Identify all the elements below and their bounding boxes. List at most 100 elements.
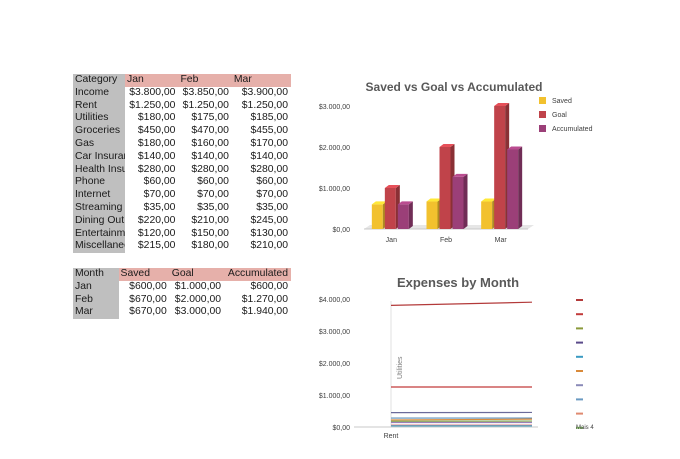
row-label-cell[interactable]: Miscellaneous [73,240,125,254]
column-header[interactable]: Month [73,268,119,281]
value-cell[interactable]: $160,00 [191,137,229,149]
value-cell[interactable]: $1.250,00 [129,99,176,111]
row-label-cell[interactable]: Internet [73,189,125,202]
bar [507,149,519,229]
value-cell[interactable]: $180,00 [137,112,176,124]
value-cell[interactable]: $140,00 [137,150,176,162]
value-cell[interactable]: $215,00 [137,240,176,252]
value-cell[interactable]: $1.000,00 [174,280,222,292]
value-cell[interactable]: $3.900,00 [241,86,288,98]
legend-swatch [539,97,546,104]
table-row: Car Insurance $140,00 $140,00 $140,00 [73,150,291,164]
row-label-cell[interactable]: Gas [73,137,125,151]
column-header[interactable]: Saved [118,268,170,281]
value-cell[interactable]: $60,00 [143,176,176,188]
value-cell[interactable]: $180,00 [191,240,229,252]
x-tick-label: Rent [384,433,399,440]
column-header[interactable]: Goal [169,268,225,281]
row-label-cell[interactable]: Jan [73,280,119,294]
value-cell[interactable]: $175,00 [191,112,229,124]
y-tick-label: $1.000,00 [319,186,350,193]
table-row: Jan $600,00 $1.000,00 $600,00 [73,280,291,294]
y-tick-label: $0,00 [332,425,350,432]
bar-top [397,201,413,205]
row-label-cell[interactable]: Groceries [73,125,125,138]
row-label-cell[interactable]: Feb [73,293,119,307]
bar-top [371,201,387,205]
row-label-cell[interactable]: Utilities [73,112,125,126]
value-cell[interactable]: $60,00 [197,176,229,188]
value-cell[interactable]: $70,00 [256,189,288,201]
row-label-cell[interactable]: Entertainment [73,227,125,241]
value-cell[interactable]: $170,00 [250,137,288,149]
value-cell[interactable]: $1.250,00 [182,99,229,111]
rotated-series-label: Utilities [397,356,404,379]
table-header-row: Month Saved Goal Accumulated [73,268,291,281]
bar-top [426,198,442,202]
value-cell[interactable]: $140,00 [250,150,288,162]
bar [439,147,451,229]
value-cell[interactable]: $140,00 [191,150,229,162]
value-cell[interactable]: $35,00 [256,201,288,213]
value-cell[interactable]: $2.000,00 [174,293,222,305]
value-cell[interactable]: $3.000,00 [174,306,222,318]
value-cell[interactable]: $670,00 [129,293,167,305]
bar [371,204,383,229]
chart-title: Saved vs Goal vs Accumulated [366,80,543,94]
y-tick-label: $3.000,00 [319,329,350,336]
value-cell[interactable]: $3.850,00 [182,86,229,98]
row-label-cell[interactable]: Health Insurance [73,163,125,177]
bar [384,188,396,229]
value-cell[interactable]: $130,00 [250,227,288,239]
value-cell[interactable]: $470,00 [191,125,229,137]
column-header[interactable]: Feb [178,74,232,87]
row-label-cell[interactable]: Phone [73,176,125,190]
value-cell[interactable]: $60,00 [256,176,288,188]
value-cell[interactable]: $455,00 [250,125,288,137]
value-cell[interactable]: $180,00 [137,137,176,149]
column-header[interactable]: Accumulated [224,268,291,281]
table-row: Gas $180,00 $160,00 $170,00 [73,137,291,151]
bar-top [384,185,400,188]
legend-swatch [539,111,546,118]
bar [452,176,464,229]
value-cell[interactable]: $120,00 [137,227,176,239]
column-header[interactable]: Jan [125,74,179,87]
table-row: Health Insurance $280,00 $280,00 $280,00 [73,163,291,177]
row-label-cell[interactable]: Dining Out [73,214,125,228]
value-cell[interactable]: $210,00 [250,240,288,252]
value-cell[interactable]: $245,00 [250,214,288,226]
value-cell[interactable]: $35,00 [197,201,229,213]
chart-title: Expenses by Month [397,275,519,290]
value-cell[interactable]: $220,00 [137,214,176,226]
column-header[interactable]: Mar [231,74,291,87]
row-label-cell[interactable]: Mar [73,306,119,320]
value-cell[interactable]: $600,00 [250,280,288,292]
value-cell[interactable]: $185,00 [250,112,288,124]
value-cell[interactable]: $1.270,00 [241,293,288,305]
table-row: Utilities $180,00 $175,00 $185,00 [73,112,291,126]
value-cell[interactable]: $450,00 [137,125,176,137]
value-cell[interactable]: $35,00 [143,201,176,213]
row-label-cell[interactable]: Income [73,86,125,100]
value-cell[interactable]: $1.940,00 [241,306,288,318]
value-cell[interactable]: $670,00 [129,306,167,318]
value-cell[interactable]: $1.250,00 [241,99,288,111]
table-row: Miscellaneous $215,00 $180,00 $210,00 [73,240,291,254]
value-cell[interactable]: $280,00 [137,163,176,175]
value-cell[interactable]: $3.800,00 [129,86,176,98]
value-cell[interactable]: $210,00 [191,214,229,226]
row-label-cell[interactable]: Streaming [73,201,125,215]
legend-swatch [539,125,546,132]
series-line [390,301,533,306]
value-cell[interactable]: $600,00 [129,280,167,292]
value-cell[interactable]: $280,00 [250,163,288,175]
bar-side [408,201,413,229]
row-label-cell[interactable]: Rent [73,99,125,113]
row-label-cell[interactable]: Car Insurance [73,150,125,164]
value-cell[interactable]: $70,00 [143,189,176,201]
value-cell[interactable]: $70,00 [197,189,229,201]
value-cell[interactable]: $150,00 [191,227,229,239]
column-header[interactable]: Category [73,74,125,87]
value-cell[interactable]: $280,00 [191,163,229,175]
